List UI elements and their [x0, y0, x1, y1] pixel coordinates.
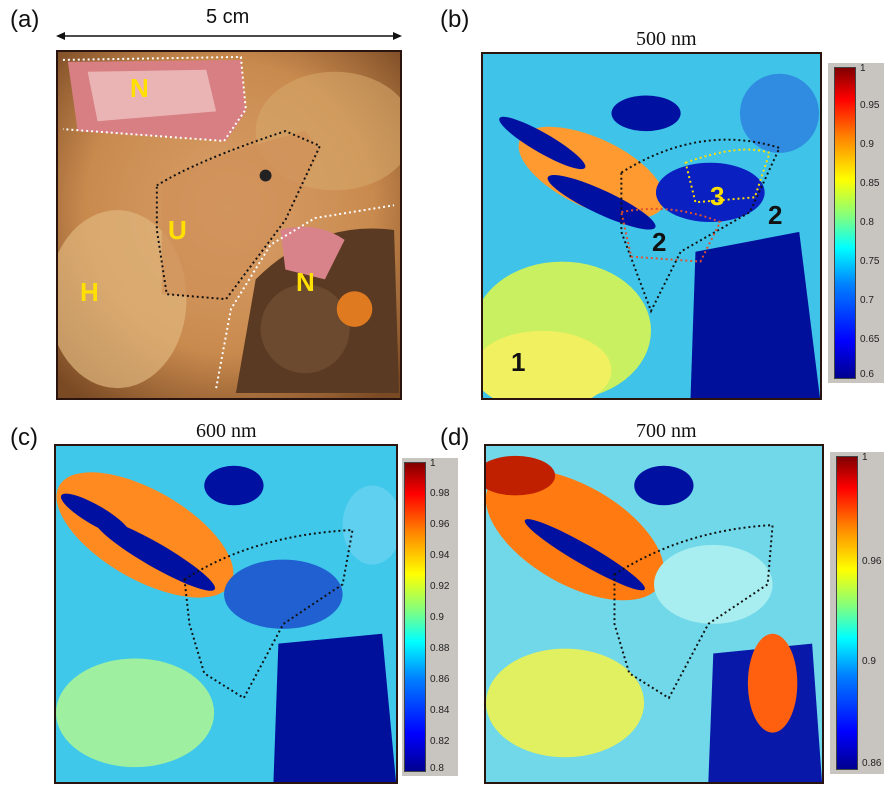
scale-label: 5 cm [206, 6, 250, 28]
marker-3: 3 [710, 181, 725, 211]
tick: 0.94 [430, 550, 450, 561]
panel-b-title: 500 nm [636, 28, 697, 50]
panel-d-title: 700 nm [636, 420, 697, 442]
tick: 0.85 [860, 178, 880, 189]
marker-1: 1 [511, 347, 526, 377]
tick: 0.82 [430, 736, 450, 747]
colorbar-c: 1 0.98 0.96 0.94 0.92 0.9 0.88 0.86 0.84… [402, 458, 458, 776]
tick: 0.65 [860, 334, 880, 345]
marker-2a: 2 [652, 227, 667, 257]
tick: 0.84 [430, 705, 450, 716]
tick: 0.98 [430, 488, 450, 499]
region-label-n1: N [130, 73, 149, 103]
heatmap-600nm [54, 444, 398, 784]
panel-c-label: (c) [10, 424, 38, 451]
colorbar-d-ticks: 1 0.96 0.9 0.86 [860, 452, 884, 774]
tick: 1 [860, 63, 866, 74]
panel-c-title: 600 nm [196, 420, 257, 442]
colorbar-b-ticks: 1 0.95 0.9 0.85 0.8 0.75 0.7 0.65 0.6 [858, 63, 884, 383]
tick: 0.95 [860, 100, 880, 111]
tick: 0.92 [430, 581, 450, 592]
colorbar-c-gradient [404, 462, 426, 772]
colorbar-b: 1 0.95 0.9 0.85 0.8 0.75 0.7 0.65 0.6 [828, 63, 884, 383]
tick: 0.7 [860, 295, 874, 306]
tick: 0.9 [862, 656, 876, 667]
region-label-h: H [80, 277, 99, 307]
tick: 0.88 [430, 643, 450, 654]
tick: 0.9 [430, 612, 444, 623]
scale-arrow [56, 28, 402, 44]
heatmap-500nm [481, 52, 822, 400]
colorbar-b-gradient [834, 67, 856, 379]
tick: 0.8 [860, 217, 874, 228]
colorbar-d: 1 0.96 0.9 0.86 [830, 452, 884, 774]
tick: 0.6 [860, 369, 874, 380]
tick: 0.96 [430, 519, 450, 530]
tick: 0.86 [862, 758, 882, 769]
tick: 0.86 [430, 674, 450, 685]
tick: 0.8 [430, 763, 444, 774]
region-label-u: U [168, 215, 187, 245]
tick: 0.75 [860, 256, 880, 267]
tick: 1 [862, 452, 868, 463]
panel-a-label: (a) [10, 6, 40, 33]
tick: 0.9 [860, 139, 874, 150]
heatmap-700nm [484, 444, 824, 784]
colorbar-d-gradient [836, 456, 858, 770]
panel-d-label: (d) [440, 424, 470, 451]
marker-2b: 2 [768, 200, 783, 230]
tick: 0.96 [862, 556, 882, 567]
panel-b-label: (b) [440, 6, 470, 33]
endoscopic-photo [56, 50, 402, 400]
region-label-n2: N [296, 267, 315, 297]
tick: 1 [430, 458, 436, 469]
colorbar-c-ticks: 1 0.98 0.96 0.94 0.92 0.9 0.88 0.86 0.84… [428, 458, 458, 776]
